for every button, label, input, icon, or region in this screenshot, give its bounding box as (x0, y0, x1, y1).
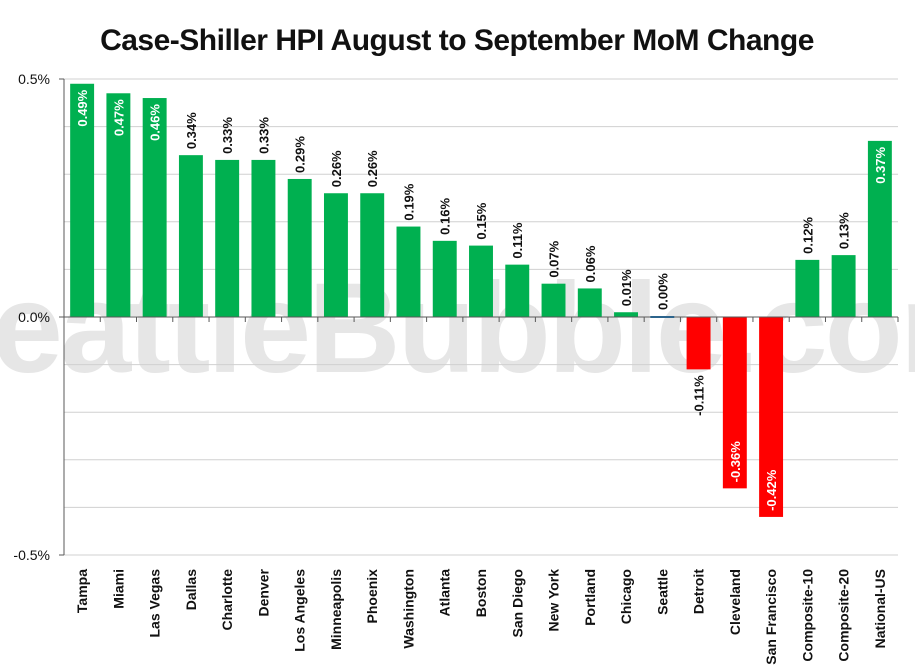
x-tick-label: Charlotte (219, 569, 235, 631)
data-label: 0.47% (111, 99, 126, 136)
data-label: 0.12% (800, 217, 815, 254)
data-label: 0.00% (655, 273, 670, 310)
bar (541, 283, 566, 317)
axes (59, 78, 899, 556)
bar (614, 312, 639, 317)
data-label: 0.26% (329, 150, 344, 187)
data-label: 0.06% (583, 245, 598, 282)
x-tick-label: Composite-10 (799, 569, 815, 662)
bar (396, 226, 421, 317)
bar (686, 317, 711, 370)
bar (215, 159, 240, 317)
data-labels: 0.49% 0.47% 0.46% 0.34% 0.33% 0.33% 0.29% 0.26%… (75, 89, 888, 511)
x-tick-label: Composite-20 (836, 569, 852, 662)
y-tick-label: -0.5% (13, 547, 50, 563)
data-label: -0.42% (764, 469, 779, 511)
data-label: 0.01% (619, 269, 634, 306)
bar (577, 288, 602, 317)
data-label: 0.46% (148, 104, 163, 141)
x-tick-label: San Diego (509, 569, 525, 637)
data-label: 0.07% (547, 240, 562, 277)
data-label: 0.11% (510, 222, 525, 259)
x-tick-label: Tampa (74, 569, 90, 613)
data-label: 0.26% (365, 150, 380, 187)
x-tick-label: Seattle (654, 569, 670, 615)
data-label: -0.11% (692, 375, 707, 416)
y-tick-labels: 0.5% 0.0% -0.5% (13, 71, 50, 563)
data-label: -0.36% (728, 441, 743, 483)
x-tick-label: Chicago (618, 569, 634, 624)
x-tick-label: National-US (872, 569, 888, 648)
bar (867, 140, 892, 317)
bar (831, 255, 856, 317)
bar (142, 98, 167, 317)
bar (287, 178, 312, 317)
data-label: 0.29% (293, 136, 308, 173)
data-label: 0.34% (184, 112, 199, 149)
data-label: 0.37% (873, 146, 888, 183)
data-label: 0.13% (837, 212, 852, 249)
data-label: 0.15% (474, 202, 489, 239)
bar (178, 155, 203, 317)
bar (795, 259, 820, 317)
bar (759, 317, 784, 517)
x-tick-label: Las Vegas (147, 569, 163, 638)
x-tick-label: Dallas (183, 569, 199, 610)
bar (106, 93, 131, 317)
data-label: 0.49% (75, 89, 90, 126)
bar (505, 264, 530, 317)
bar (251, 159, 276, 317)
x-tick-label: Phoenix (364, 569, 380, 624)
x-tick-label: Detroit (691, 569, 707, 614)
bar (70, 83, 95, 317)
x-tick-labels: Tampa Miami Las Vegas Dallas Charlotte Denver… (74, 568, 888, 664)
x-tick-label: Boston (473, 569, 489, 617)
data-label: 0.33% (256, 117, 271, 154)
bar (360, 193, 385, 317)
bar (722, 317, 747, 489)
x-tick-label: Atlanta (437, 569, 453, 617)
x-tick-label: Washington (400, 569, 416, 649)
x-tick-label: Minneapolis (328, 569, 344, 650)
bar (323, 193, 348, 317)
data-label: 0.33% (220, 117, 235, 154)
chart-title: Case-Shiller HPI August to September MoM… (100, 24, 814, 57)
x-tick-label: San Francisco (763, 569, 779, 665)
x-tick-label: Denver (255, 568, 271, 616)
x-tick-label: Los Angeles (292, 569, 308, 652)
y-tick-label: 0.5% (18, 71, 50, 87)
x-tick-label: Cleveland (727, 569, 743, 635)
bar (432, 240, 457, 317)
x-tick-label: Portland (582, 569, 598, 626)
x-tick-label: Miami (110, 569, 126, 609)
data-label: 0.16% (438, 198, 453, 235)
bar (469, 245, 493, 317)
x-tick-label: New York (546, 569, 562, 632)
data-label: 0.19% (401, 183, 416, 220)
y-tick-label: 0.0% (18, 309, 50, 325)
bars (70, 83, 892, 517)
